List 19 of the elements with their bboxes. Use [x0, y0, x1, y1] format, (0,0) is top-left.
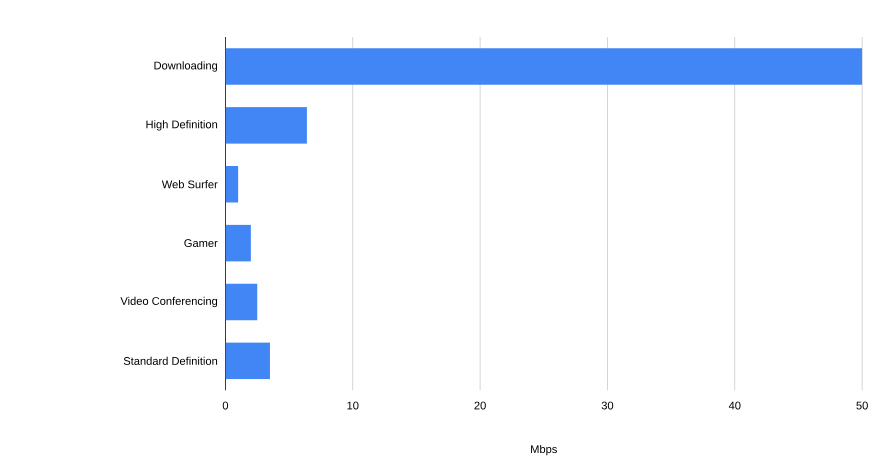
x-tick-label: 10: [347, 402, 358, 410]
x-tick-label: 30: [602, 402, 614, 410]
bar: [225, 48, 862, 85]
x-axis-title: Mbps: [531, 444, 557, 456]
bar: [225, 284, 258, 320]
y-tick-label: Video Conferencing: [120, 296, 218, 308]
y-tick-label: Web Surfer: [162, 180, 218, 188]
y-tick-label: Gamer: [184, 239, 218, 248]
bar: [225, 166, 238, 202]
x-tick-label: 50: [856, 402, 868, 410]
x-tick-label: 40: [728, 402, 741, 410]
y-tick-label: Standard Definition: [124, 356, 218, 365]
x-tick-label: 20: [474, 402, 486, 410]
y-tick-label: High Definition: [146, 120, 218, 131]
x-tick-label: 0: [222, 402, 228, 410]
bar: [225, 224, 251, 262]
bar: [225, 107, 307, 144]
y-tick-label: Downloading: [154, 61, 218, 72]
bar: [225, 342, 270, 380]
